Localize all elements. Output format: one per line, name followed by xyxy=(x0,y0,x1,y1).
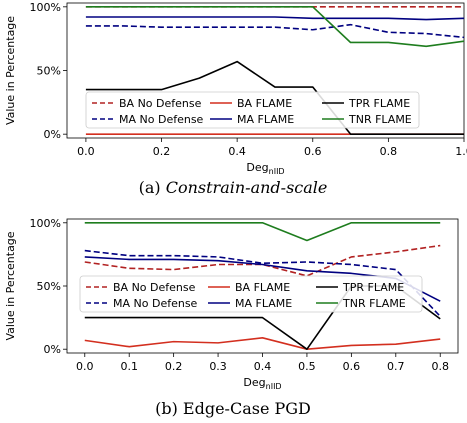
caption: (a) Constrain-and-scale xyxy=(139,178,328,197)
series-line-0 xyxy=(84,244,441,277)
y-tick-label: 100% xyxy=(30,1,61,14)
legend-entry: TPR FLAME xyxy=(348,97,410,110)
y-axis-label: Value in Percentage xyxy=(4,16,17,125)
caption-italic: Constrain-and-scale xyxy=(166,178,328,197)
legend-entry: MA FLAME xyxy=(235,297,292,310)
legend-entry: TNR FLAME xyxy=(348,113,412,126)
legend-entry: MA No Defense xyxy=(119,113,204,126)
chart-a: 0% 50% 100% 0.0 0.2 0.4 0.6 0.8 1.0 DegnIID Value … xyxy=(4,1,467,197)
series-line-5 xyxy=(85,6,465,48)
series-line-1 xyxy=(84,249,441,317)
legend-entry: MA FLAME xyxy=(237,113,294,126)
legend-entry: BA No Defense xyxy=(119,97,202,110)
x-tick-label: 0.7 xyxy=(387,360,405,373)
series-line-3 xyxy=(85,16,465,21)
legend-entry: MA No Defense xyxy=(113,297,198,310)
legend-entry: TNR FLAME xyxy=(342,297,406,310)
x-tick-label: 0.8 xyxy=(380,145,398,158)
x-tick-label: 0.5 xyxy=(298,360,316,373)
x-tick-label: 0.4 xyxy=(228,145,246,158)
x-tick-label: 0.8 xyxy=(431,360,449,373)
y-tick-label: 100% xyxy=(30,217,61,230)
series-line-2 xyxy=(84,337,441,351)
x-tick-label: 0.1 xyxy=(120,360,138,373)
y-axis-label: Value in Percentage xyxy=(4,231,17,340)
series-line-1 xyxy=(85,23,465,39)
x-axis-label-subscript: nIID xyxy=(266,382,282,391)
y-tick-label: 50% xyxy=(37,280,61,293)
caption: (b) Edge-Case PGD xyxy=(155,399,311,418)
x-tick-label: 0.0 xyxy=(77,145,95,158)
y-tick-label: 0% xyxy=(44,343,61,356)
x-axis-label: DegnIID xyxy=(246,161,284,176)
legend-entry: BA FLAME xyxy=(237,97,292,110)
x-tick-label: 0.0 xyxy=(76,360,94,373)
legend-entry: BA No Defense xyxy=(113,281,196,294)
y-tick-label: 50% xyxy=(37,65,61,78)
x-axis-label-subscript: nIID xyxy=(269,167,285,176)
x-tick-label: 0.3 xyxy=(209,360,227,373)
x-tick-label: 0.6 xyxy=(343,360,361,373)
x-tick-label: 0.2 xyxy=(153,145,171,158)
legend-entry: TPR FLAME xyxy=(342,281,404,294)
series-line-4 xyxy=(85,60,464,135)
x-tick-label: 0.6 xyxy=(304,145,322,158)
x-axis-label: DegnIID xyxy=(243,376,281,391)
x-tick-label: 1.0 xyxy=(455,145,467,158)
chart-b: 0% 50% 100% 0.0 0.1 0.2 0.3 0.4 0.5 0.6 0.7 0.8 Degn… xyxy=(4,217,459,418)
x-tick-label: 0.2 xyxy=(165,360,183,373)
series-line-5 xyxy=(84,221,441,242)
x-tick-label: 0.4 xyxy=(254,360,272,373)
y-tick-label: 0% xyxy=(44,128,61,141)
legend-entry: BA FLAME xyxy=(235,281,290,294)
